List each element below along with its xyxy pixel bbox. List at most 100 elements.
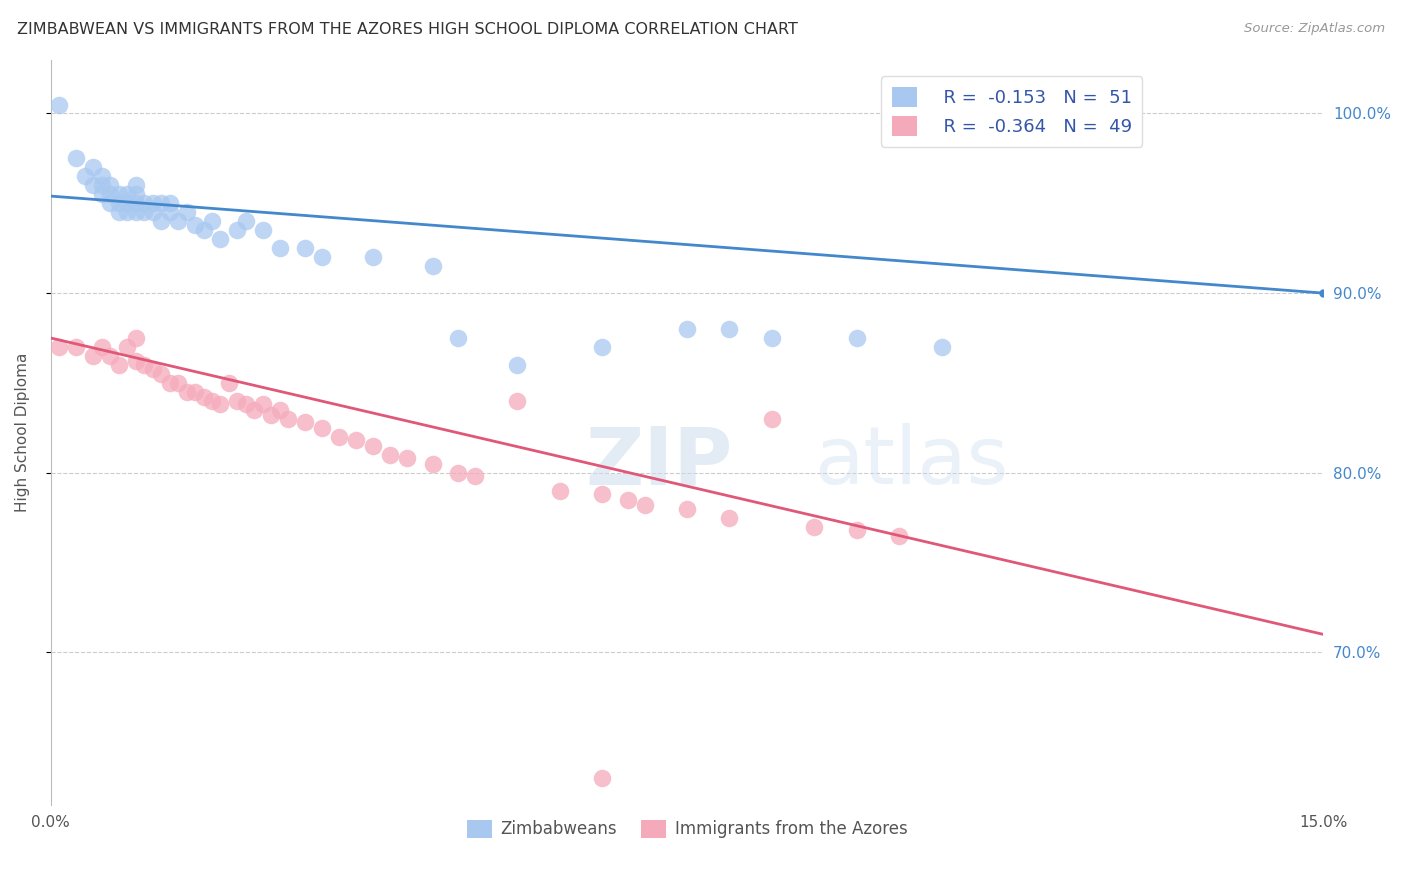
Point bbox=[201, 214, 224, 228]
Legend: Zimbabweans, Immigrants from the Azores: Zimbabweans, Immigrants from the Azores bbox=[460, 814, 914, 845]
Point bbox=[107, 358, 129, 372]
Point bbox=[124, 331, 146, 345]
Point bbox=[142, 205, 165, 219]
Point bbox=[277, 412, 299, 426]
Point bbox=[311, 421, 333, 435]
Point bbox=[98, 187, 121, 202]
Point bbox=[48, 97, 70, 112]
Point bbox=[159, 196, 181, 211]
Point bbox=[90, 340, 112, 354]
Point bbox=[107, 205, 129, 219]
Point bbox=[328, 430, 350, 444]
Point bbox=[235, 397, 257, 411]
Point bbox=[90, 178, 112, 193]
Point bbox=[548, 483, 571, 498]
Y-axis label: High School Diploma: High School Diploma bbox=[15, 352, 30, 512]
Point bbox=[361, 250, 384, 264]
Point bbox=[260, 409, 283, 423]
Point bbox=[98, 178, 121, 193]
Point bbox=[150, 196, 173, 211]
Text: Source: ZipAtlas.com: Source: ZipAtlas.com bbox=[1244, 22, 1385, 36]
Point bbox=[718, 322, 741, 336]
Point bbox=[193, 390, 215, 404]
Point bbox=[616, 492, 638, 507]
Point bbox=[82, 349, 104, 363]
Point bbox=[209, 397, 232, 411]
Point bbox=[90, 187, 112, 202]
Point bbox=[447, 466, 470, 480]
Point bbox=[201, 393, 224, 408]
Point bbox=[115, 205, 138, 219]
Point bbox=[269, 241, 291, 255]
Point bbox=[115, 340, 138, 354]
Point bbox=[761, 331, 783, 345]
Point bbox=[931, 340, 953, 354]
Point bbox=[115, 187, 138, 202]
Point bbox=[676, 501, 699, 516]
Point bbox=[422, 457, 444, 471]
Point bbox=[761, 412, 783, 426]
Point bbox=[591, 771, 613, 785]
Point bbox=[98, 349, 121, 363]
Point bbox=[124, 205, 146, 219]
Point bbox=[464, 469, 486, 483]
Point bbox=[167, 214, 190, 228]
Point bbox=[226, 393, 249, 408]
Point bbox=[252, 223, 274, 237]
Point bbox=[633, 498, 655, 512]
Point bbox=[124, 354, 146, 368]
Point bbox=[167, 376, 190, 390]
Point bbox=[142, 361, 165, 376]
Point bbox=[269, 402, 291, 417]
Point bbox=[107, 187, 129, 202]
Point bbox=[361, 439, 384, 453]
Point bbox=[134, 205, 156, 219]
Point bbox=[176, 384, 198, 399]
Point bbox=[184, 384, 207, 399]
Point bbox=[294, 241, 316, 255]
Point bbox=[124, 178, 146, 193]
Point bbox=[506, 358, 529, 372]
Point bbox=[506, 393, 529, 408]
Point bbox=[134, 358, 156, 372]
Point bbox=[150, 367, 173, 381]
Point bbox=[718, 510, 741, 524]
Point bbox=[294, 416, 316, 430]
Point bbox=[218, 376, 240, 390]
Point bbox=[82, 178, 104, 193]
Point bbox=[887, 528, 910, 542]
Point bbox=[378, 448, 401, 462]
Point bbox=[591, 487, 613, 501]
Text: atlas: atlas bbox=[814, 423, 1008, 501]
Point bbox=[803, 519, 825, 533]
Point bbox=[422, 259, 444, 273]
Point bbox=[344, 434, 367, 448]
Point bbox=[150, 214, 173, 228]
Point bbox=[48, 340, 70, 354]
Point bbox=[845, 331, 868, 345]
Point bbox=[115, 196, 138, 211]
Point bbox=[124, 187, 146, 202]
Text: ZIP: ZIP bbox=[585, 423, 733, 501]
Point bbox=[134, 196, 156, 211]
Point bbox=[82, 161, 104, 175]
Point bbox=[124, 196, 146, 211]
Point bbox=[90, 169, 112, 184]
Point bbox=[98, 196, 121, 211]
Point bbox=[845, 523, 868, 537]
Point bbox=[184, 218, 207, 232]
Point bbox=[676, 322, 699, 336]
Point bbox=[73, 169, 96, 184]
Point bbox=[176, 205, 198, 219]
Point bbox=[226, 223, 249, 237]
Point bbox=[252, 397, 274, 411]
Point bbox=[159, 376, 181, 390]
Point bbox=[65, 152, 87, 166]
Point bbox=[159, 205, 181, 219]
Point bbox=[65, 340, 87, 354]
Point bbox=[142, 196, 165, 211]
Point bbox=[396, 451, 419, 466]
Text: ZIMBABWEAN VS IMMIGRANTS FROM THE AZORES HIGH SCHOOL DIPLOMA CORRELATION CHART: ZIMBABWEAN VS IMMIGRANTS FROM THE AZORES… bbox=[17, 22, 797, 37]
Point bbox=[209, 232, 232, 246]
Point bbox=[311, 250, 333, 264]
